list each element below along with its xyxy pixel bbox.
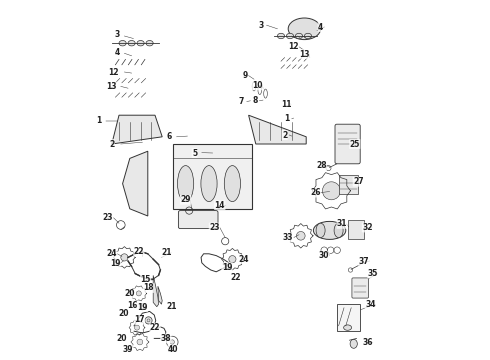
Ellipse shape — [146, 41, 153, 46]
Circle shape — [121, 254, 128, 261]
Text: 3: 3 — [259, 21, 264, 30]
Text: 20: 20 — [119, 309, 129, 318]
Ellipse shape — [343, 325, 351, 330]
Polygon shape — [112, 115, 162, 144]
Text: 24: 24 — [238, 255, 248, 264]
Polygon shape — [248, 115, 306, 144]
Polygon shape — [153, 275, 159, 307]
Ellipse shape — [286, 33, 294, 39]
Text: 28: 28 — [316, 161, 327, 170]
Text: 6: 6 — [167, 132, 172, 141]
Text: 11: 11 — [281, 100, 292, 109]
Circle shape — [136, 291, 141, 296]
Text: 22: 22 — [134, 248, 144, 256]
Text: 10: 10 — [252, 81, 263, 90]
FancyBboxPatch shape — [352, 278, 368, 298]
Ellipse shape — [295, 33, 303, 39]
Text: 12: 12 — [288, 42, 299, 51]
Text: 38: 38 — [161, 334, 171, 343]
Text: 22: 22 — [231, 273, 241, 282]
Polygon shape — [122, 151, 148, 216]
Circle shape — [137, 339, 143, 345]
Polygon shape — [158, 286, 162, 304]
Ellipse shape — [314, 221, 346, 239]
Text: 39: 39 — [123, 346, 133, 354]
Ellipse shape — [288, 18, 320, 40]
Text: 19: 19 — [137, 302, 147, 312]
Text: 7: 7 — [239, 97, 244, 106]
Text: 2: 2 — [109, 140, 115, 149]
FancyBboxPatch shape — [335, 124, 360, 164]
Text: 3: 3 — [115, 30, 120, 39]
Text: 8: 8 — [252, 96, 258, 105]
Text: 20: 20 — [117, 334, 127, 343]
Text: 30: 30 — [319, 251, 329, 260]
Text: 17: 17 — [134, 315, 145, 324]
Text: 29: 29 — [180, 195, 191, 204]
Text: 2: 2 — [282, 131, 287, 140]
Circle shape — [145, 317, 152, 324]
Ellipse shape — [224, 166, 241, 202]
Ellipse shape — [304, 33, 312, 39]
Text: 34: 34 — [365, 300, 375, 309]
Ellipse shape — [201, 166, 217, 202]
Text: 18: 18 — [143, 284, 154, 292]
Ellipse shape — [350, 339, 357, 348]
Text: 19: 19 — [110, 259, 120, 268]
Bar — [347, 220, 364, 239]
Text: 26: 26 — [310, 188, 320, 197]
Ellipse shape — [177, 166, 194, 202]
FancyBboxPatch shape — [178, 211, 218, 229]
Ellipse shape — [119, 41, 126, 46]
Circle shape — [322, 182, 341, 200]
Text: 21: 21 — [166, 302, 176, 311]
Text: 14: 14 — [215, 201, 225, 210]
Text: 5: 5 — [192, 149, 197, 158]
Text: 22: 22 — [150, 323, 160, 332]
Text: 20: 20 — [124, 289, 135, 298]
Text: 16: 16 — [127, 301, 138, 310]
Text: 35: 35 — [368, 269, 378, 278]
Ellipse shape — [316, 223, 325, 238]
Circle shape — [229, 256, 236, 263]
Circle shape — [296, 231, 305, 240]
Bar — [339, 175, 358, 194]
Ellipse shape — [137, 41, 144, 46]
Circle shape — [134, 325, 140, 330]
Circle shape — [139, 303, 146, 310]
FancyBboxPatch shape — [337, 304, 360, 331]
Text: 4: 4 — [115, 48, 120, 57]
Text: 40: 40 — [168, 346, 178, 354]
Text: 1: 1 — [97, 116, 102, 125]
Circle shape — [170, 340, 174, 344]
Text: 32: 32 — [362, 223, 373, 232]
Text: 23: 23 — [209, 223, 220, 232]
Text: 4: 4 — [318, 23, 323, 32]
Text: 27: 27 — [353, 177, 364, 186]
Text: 31: 31 — [337, 220, 347, 229]
Ellipse shape — [277, 33, 285, 39]
Text: 9: 9 — [243, 71, 247, 80]
Bar — [173, 144, 252, 209]
Text: 15: 15 — [141, 275, 151, 284]
Text: 13: 13 — [106, 82, 116, 91]
Text: 25: 25 — [349, 140, 360, 149]
Ellipse shape — [334, 223, 343, 238]
Text: 37: 37 — [359, 256, 369, 266]
Text: 36: 36 — [362, 338, 373, 347]
Text: 1: 1 — [284, 114, 289, 123]
Text: 21: 21 — [161, 248, 172, 257]
Ellipse shape — [128, 41, 135, 46]
Text: 19: 19 — [222, 263, 232, 272]
Text: 13: 13 — [299, 50, 310, 59]
Text: 24: 24 — [106, 249, 117, 258]
Text: 33: 33 — [283, 233, 294, 242]
Text: 23: 23 — [102, 213, 113, 222]
Text: 12: 12 — [108, 68, 119, 77]
